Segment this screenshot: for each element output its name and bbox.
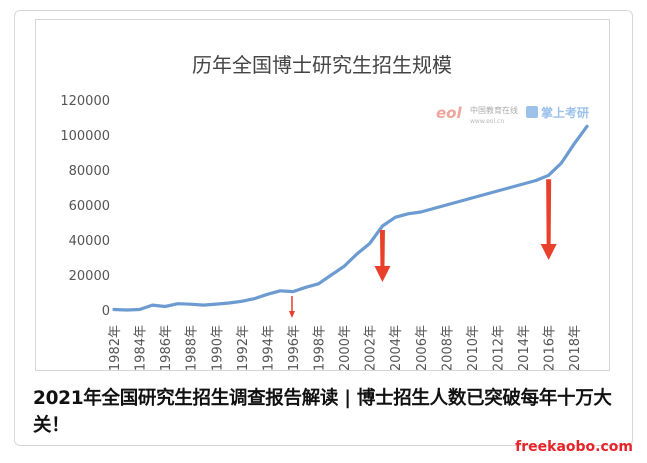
x-tick-label: 2004年 [389, 325, 404, 370]
series-line [112, 124, 589, 312]
article-card: 历年全国博士研究生招生规模 0 20000 40000 60000 80000 100000… [14, 10, 633, 446]
x-tick-label: 2006年 [415, 325, 430, 370]
site-watermark: freekaobo.com [515, 439, 633, 455]
arrow-annotation-head [540, 244, 557, 260]
arrow-annotation-head [374, 266, 391, 282]
x-tick-label: 1990年 [210, 325, 225, 370]
x-tick-label: 2018年 [568, 325, 583, 370]
x-tick-label: 1988年 [185, 325, 200, 370]
article-caption[interactable]: 2021年全国研究生招生调查报告解读 | 博士招生人数已突破每年十万大关！ [33, 388, 612, 436]
x-tick-label: 2000年 [338, 325, 353, 370]
line-chart: 历年全国博士研究生招生规模 0 20000 40000 60000 80000 100000… [60, 53, 589, 370]
x-tick-label: 1986年 [159, 325, 174, 370]
app-logo-text: 掌上考研 [541, 105, 589, 120]
y-tick-label: 80000 [69, 164, 110, 179]
x-tick-label: 2002年 [364, 325, 379, 370]
y-tick-label: 20000 [69, 269, 110, 284]
eol-logo-mark: eol [436, 104, 462, 122]
x-tick-label: 2016年 [543, 325, 558, 370]
eol-logo-url: www.eol.cn [470, 118, 504, 125]
x-tick-label: 1994年 [261, 325, 276, 370]
x-tick-label: 1984年 [134, 325, 149, 370]
y-tick-label: 60000 [69, 199, 110, 214]
arrow-annotation-shaft [379, 230, 385, 268]
x-tick-label: 1998年 [313, 325, 328, 370]
y-tick-label: 0 [102, 304, 110, 319]
y-tick-label: 120000 [60, 94, 110, 109]
x-tick-label: 1996年 [287, 325, 302, 370]
app-logo-icon [526, 106, 538, 118]
x-tick-label: 2014年 [517, 325, 532, 370]
x-tick-label: 2008年 [440, 325, 455, 370]
x-tick-label: 1982年 [108, 325, 123, 370]
chart-title: 历年全国博士研究生招生规模 [192, 53, 452, 77]
eol-logo-cn: 中国教育在线 [470, 105, 518, 115]
y-tick-label: 100000 [60, 129, 110, 144]
chart-frame: 历年全国博士研究生招生规模 0 20000 40000 60000 80000 100000… [35, 19, 610, 371]
arrow-annotation-shaft [546, 179, 552, 246]
x-tick-label: 1992年 [236, 325, 251, 370]
arrow-annotation-head [288, 311, 295, 318]
x-tick-label: 2012年 [492, 325, 507, 370]
y-tick-label: 40000 [69, 234, 110, 249]
x-tick-label: 2010年 [466, 325, 481, 370]
